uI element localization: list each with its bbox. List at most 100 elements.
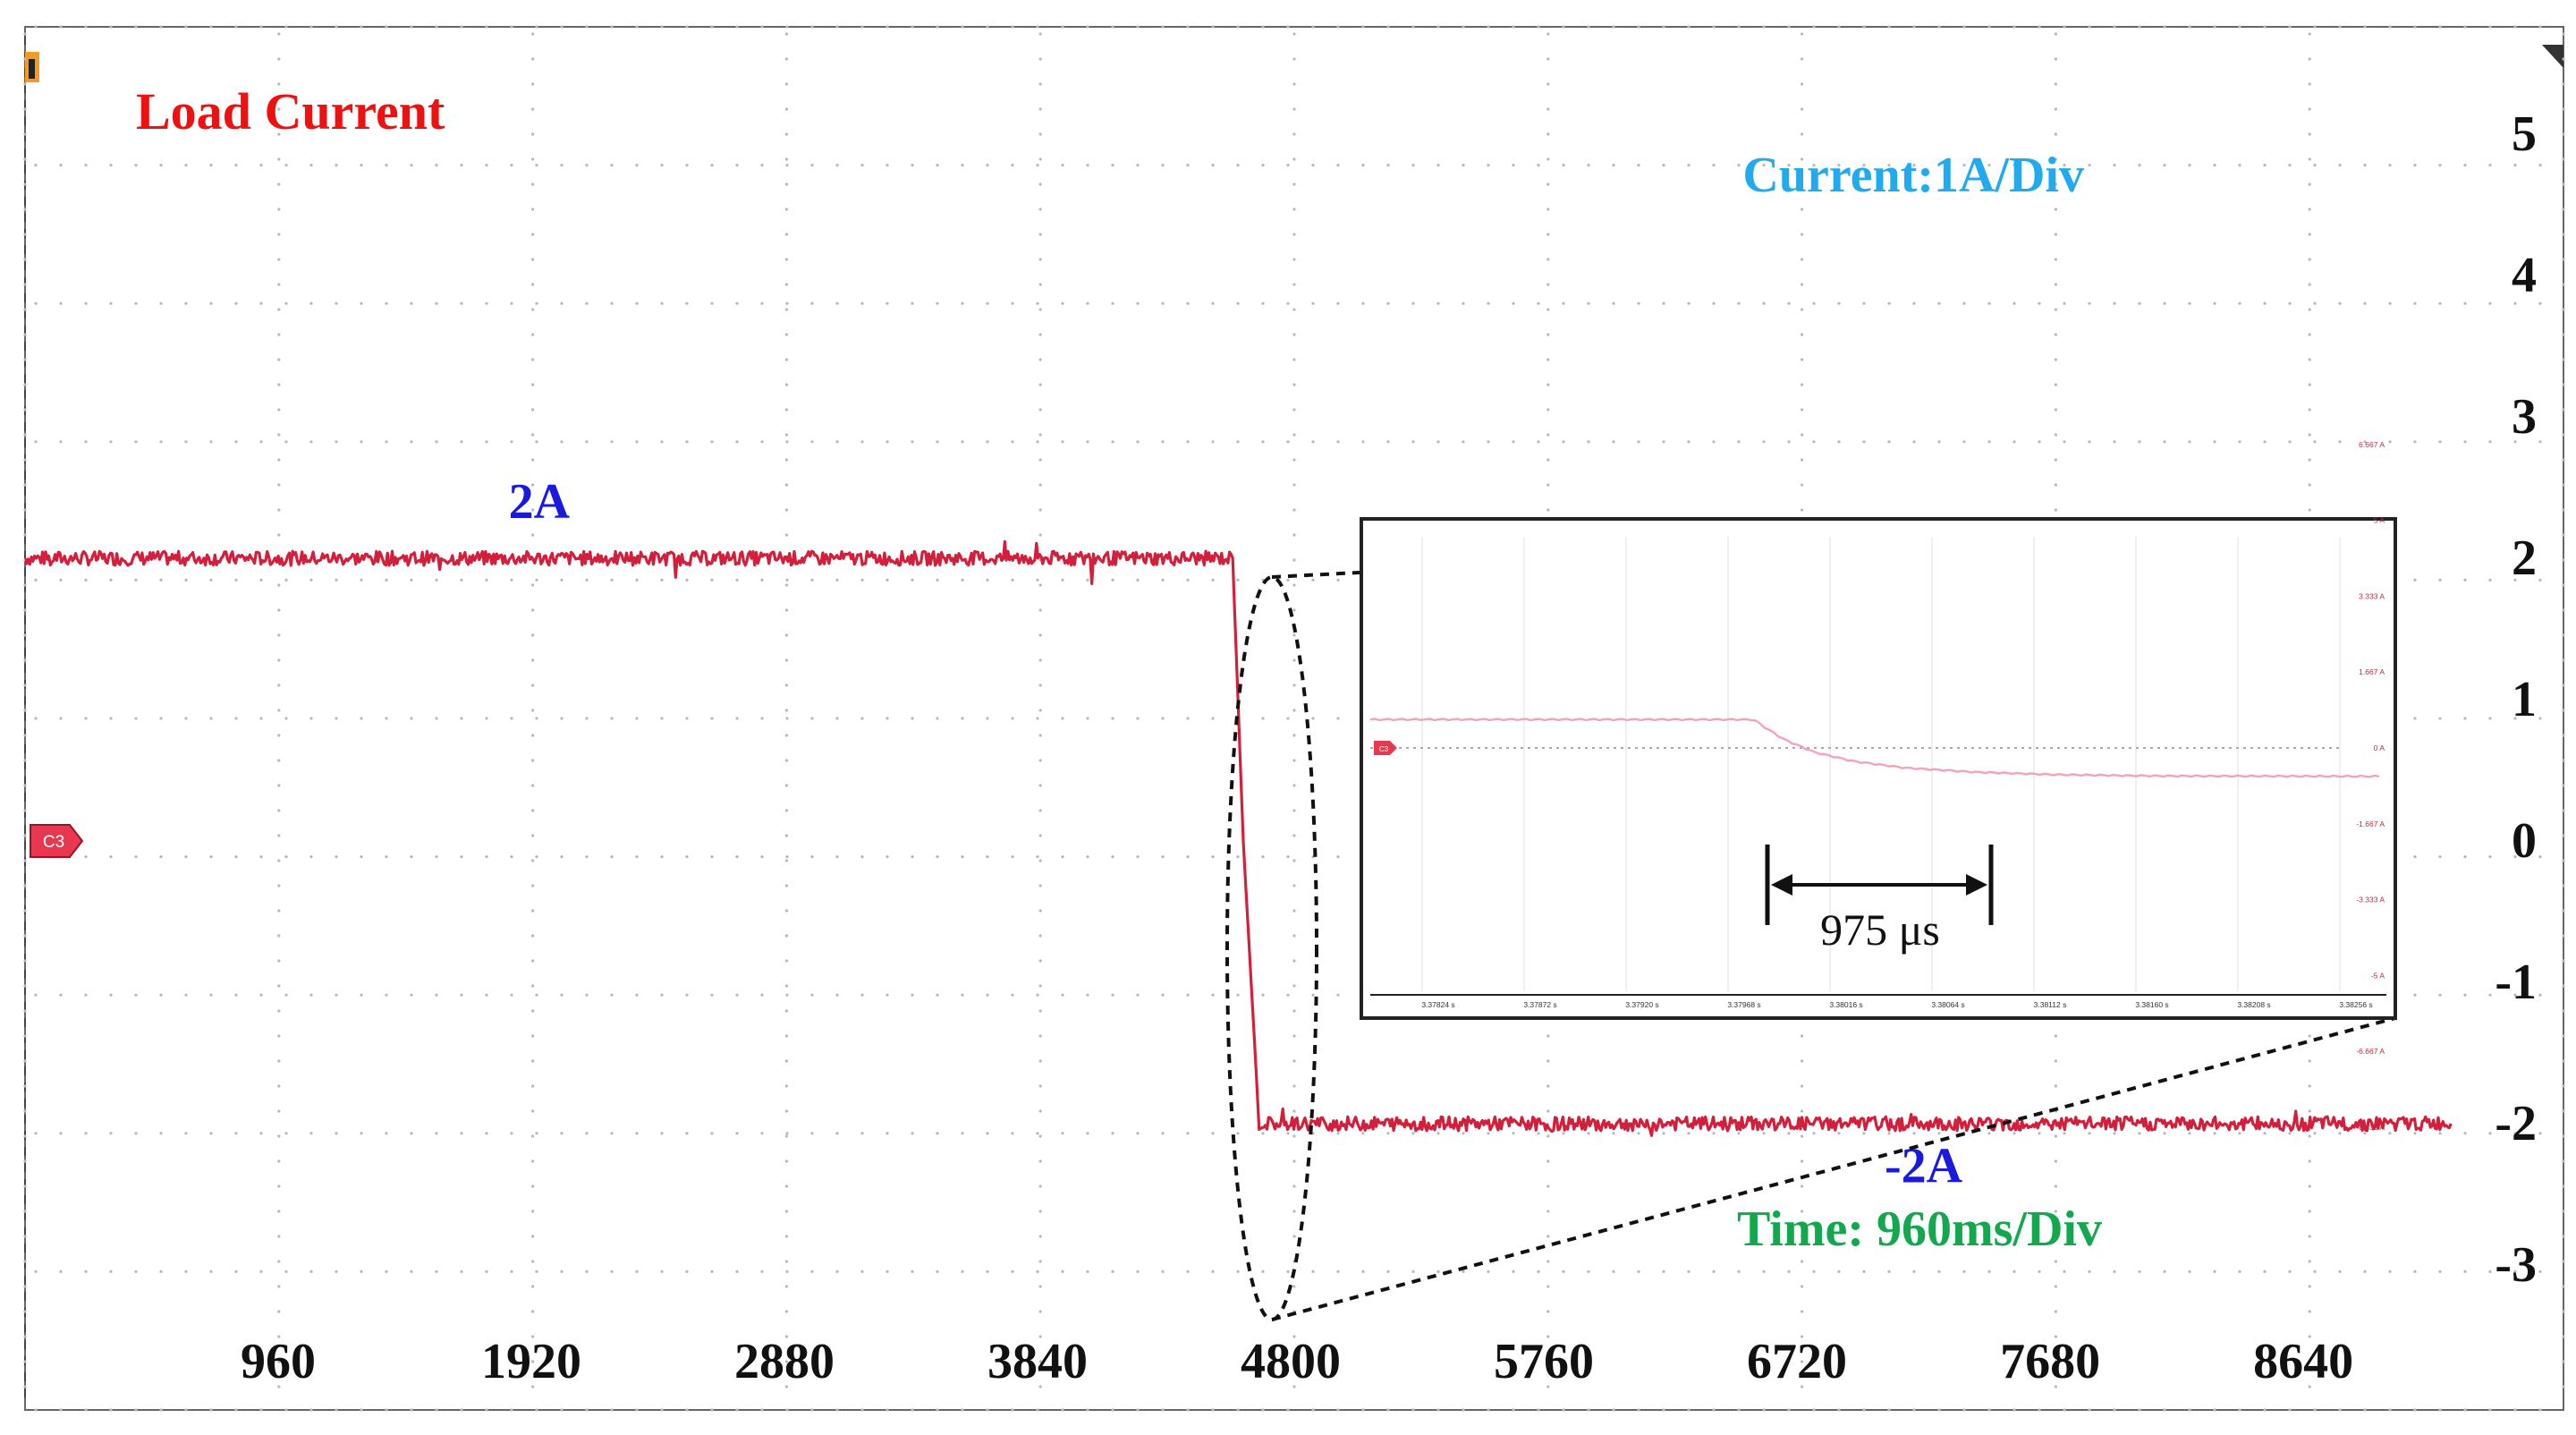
grid-dot-h0 [635, 25, 639, 29]
grid-dot-v2 [531, 1084, 535, 1088]
inset-y-tick: -6.667 A [2356, 1047, 2385, 1056]
grid-dot-v10 [2562, 258, 2565, 261]
grid-dot-v9 [2308, 57, 2311, 61]
grid-dot-h0 [1887, 25, 1891, 29]
grid-dot-h10 [2388, 1408, 2392, 1412]
grid-dot-h7 [234, 993, 238, 997]
grid-dot-v4 [1038, 959, 1042, 963]
grid-dot-v8 [2054, 1310, 2057, 1313]
grid-dot-h7 [435, 993, 438, 997]
grid-dot-v9 [2308, 1285, 2311, 1288]
grid-dot-h2 [1211, 301, 1215, 305]
grid-dot-h6 [510, 855, 513, 859]
grid-dot-h8 [309, 1132, 313, 1135]
grid-dot-v6 [1546, 57, 1550, 61]
grid-dot-h9 [2238, 1269, 2241, 1273]
grid-dot-h3 [735, 440, 739, 444]
grid-dot-v3 [784, 283, 789, 286]
grid-dot-v1 [277, 1059, 281, 1063]
grid-dot-h1 [360, 164, 363, 167]
grid-dot-v8 [2054, 1134, 2057, 1138]
grid-dot-h5 [710, 717, 714, 720]
grid-dot-h4 [209, 578, 213, 582]
grid-dot-h10 [1512, 1408, 1515, 1412]
grid-dot-v10 [2562, 483, 2565, 487]
grid-dot-v0 [23, 283, 27, 286]
grid-dot-h0 [1537, 25, 1540, 29]
grid-dot-v5 [1292, 1285, 1296, 1288]
grid-dot-v4 [1038, 759, 1042, 762]
grid-dot-v10 [2562, 1109, 2565, 1113]
grid-dot-h9 [1762, 1269, 1766, 1273]
grid-dot-h9 [2288, 1269, 2292, 1273]
grid-dot-v1 [277, 859, 281, 862]
grid-dot-h5 [936, 717, 939, 720]
grid-dot-v1 [277, 959, 281, 963]
grid-dot-v5 [1292, 408, 1296, 412]
grid-dot-h2 [284, 301, 288, 305]
grid-dot-h2 [1537, 301, 1540, 305]
grid-dot-h1 [34, 164, 38, 167]
grid-dot-h9 [1612, 1269, 1615, 1273]
grid-dot-v2 [531, 283, 535, 286]
grid-dot-h1 [1937, 164, 1941, 167]
grid-dot-v0 [23, 984, 27, 988]
grid-dot-h6 [785, 855, 789, 859]
grid-dot-h6 [735, 855, 739, 859]
grid-dot-h8 [360, 1132, 363, 1135]
grid-dot-h8 [1211, 1132, 1215, 1135]
grid-dot-h2 [1286, 301, 1290, 305]
grid-dot-h2 [1186, 301, 1190, 305]
grid-dot-h1 [1637, 164, 1640, 167]
grid-dot-h10 [1637, 1408, 1640, 1412]
grid-dot-v5 [1292, 483, 1296, 487]
grid-dot-v8 [2054, 32, 2057, 36]
grid-dot-h2 [2163, 301, 2166, 305]
grid-dot-v7 [1801, 1310, 1804, 1313]
grid-dot-h9 [560, 1269, 564, 1273]
grid-dot-h10 [1987, 1408, 1991, 1412]
grid-dot-h6 [1036, 855, 1039, 859]
grid-dot-h10 [109, 1408, 113, 1412]
grid-dot-h0 [2138, 25, 2141, 29]
grid-dot-v0 [23, 57, 27, 61]
grid-dot-h3 [2313, 440, 2317, 444]
grid-dot-h3 [1987, 440, 1991, 444]
grid-dot-h2 [2413, 301, 2417, 305]
grid-dot-h10 [760, 1408, 764, 1412]
grid-dot-v3 [784, 458, 789, 462]
grid-dot-h6 [284, 855, 288, 859]
grid-dot-h2 [2238, 301, 2241, 305]
grid-dot-h10 [2038, 1408, 2041, 1412]
grid-dot-h5 [34, 717, 38, 720]
grid-dot-h6 [84, 855, 88, 859]
grid-dot-h2 [2188, 301, 2191, 305]
inset-x-tick: 3.38208 s [2237, 1000, 2270, 1009]
grid-dot-v9 [2308, 208, 2311, 211]
grid-dot-h3 [1962, 440, 1966, 444]
grid-dot-v3 [784, 183, 789, 186]
grid-dot-h4 [284, 578, 288, 582]
grid-dot-v9 [2308, 383, 2311, 386]
grid-dot-h5 [234, 717, 238, 720]
inset-grid [1421, 537, 2341, 991]
grid-dot-v9 [2308, 1159, 2311, 1163]
grid-dot-h9 [685, 1269, 689, 1273]
grid-dot-v10 [2562, 734, 2565, 737]
grid-dot-h8 [59, 1132, 63, 1135]
grid-dot-v4 [1038, 508, 1042, 512]
grid-dot-v3 [784, 308, 789, 311]
grid-dot-v5 [1292, 1360, 1296, 1363]
grid-dot-h0 [2413, 25, 2417, 29]
grid-dot-h5 [1261, 717, 1265, 720]
grid-dot-v7 [1801, 1134, 1804, 1138]
grid-dot-v2 [531, 1360, 535, 1363]
grid-dot-v7 [1801, 1210, 1804, 1213]
grid-dot-v1 [277, 283, 281, 286]
grid-dot-v3 [784, 784, 789, 787]
grid-dot-v4 [1038, 1310, 1042, 1313]
grid-dot-h9 [810, 1269, 814, 1273]
grid-dot-v4 [1038, 57, 1042, 61]
grid-dot-h0 [1261, 25, 1265, 29]
grid-dot-h8 [1161, 1132, 1165, 1135]
